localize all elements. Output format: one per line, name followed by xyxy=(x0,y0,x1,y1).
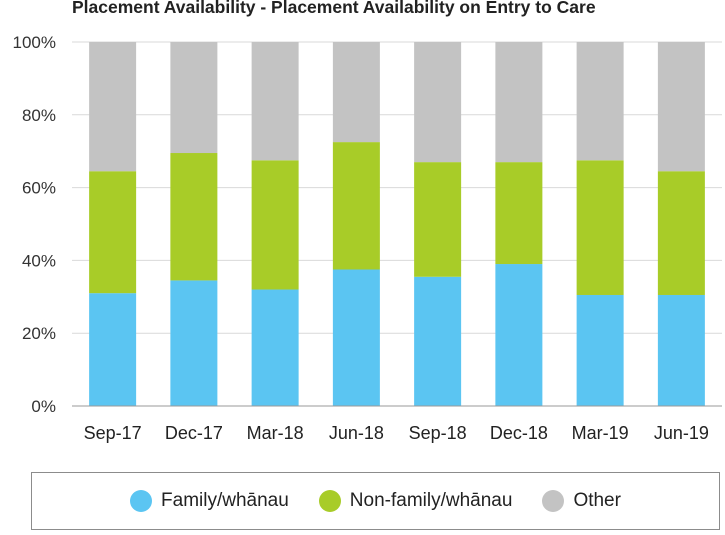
bar-other-mar-19 xyxy=(576,42,624,161)
legend-swatch-family xyxy=(130,490,153,512)
bar-other-sep-17 xyxy=(89,42,137,172)
bar-non-family-sep-17 xyxy=(89,171,137,294)
bar-non-family-jun-18 xyxy=(332,142,380,270)
bar-family-jun-18 xyxy=(332,269,380,406)
y-tick-label: 0% xyxy=(31,397,56,416)
bar-series-group xyxy=(89,42,705,406)
bar-non-family-sep-18 xyxy=(414,162,462,277)
legend: Family/whānau Non-family/whānau Other xyxy=(31,472,720,530)
bar-family-mar-18 xyxy=(251,289,299,406)
bar-family-dec-17 xyxy=(170,280,218,406)
legend-item-other: Other xyxy=(542,490,621,512)
legend-label-family: Family/whānau xyxy=(161,490,289,511)
bar-non-family-dec-17 xyxy=(170,153,218,281)
bar-other-sep-18 xyxy=(414,42,462,163)
bar-other-jun-18 xyxy=(332,42,380,143)
bar-family-mar-19 xyxy=(576,294,624,406)
x-tick-label: Sep-18 xyxy=(409,423,467,443)
y-tick-label: 100% xyxy=(13,33,56,52)
legend-swatch-other xyxy=(542,490,565,512)
bar-other-dec-17 xyxy=(170,42,218,154)
bar-family-jun-19 xyxy=(657,294,705,406)
bar-non-family-mar-19 xyxy=(576,160,624,295)
x-axis-ticks: Sep-17 Dec-17 Mar-18 Jun-18 Sep-18 Dec-18 Mar-… xyxy=(84,423,709,443)
bar-non-family-dec-18 xyxy=(495,162,543,265)
bar-family-dec-18 xyxy=(495,264,543,406)
x-tick-label: Dec-17 xyxy=(165,423,223,443)
legend-label-non-family: Non-family/whānau xyxy=(349,490,513,511)
y-tick-label: 80% xyxy=(22,106,56,125)
legend-item-non-family: Non-family/whānau xyxy=(318,490,513,512)
x-tick-label: Mar-19 xyxy=(572,423,629,443)
x-tick-label: Sep-17 xyxy=(84,423,142,443)
bar-non-family-jun-19 xyxy=(657,171,705,295)
bar-other-dec-18 xyxy=(495,42,543,163)
chart-title: Placement Availability - Placement Avail… xyxy=(72,0,596,17)
gridlines xyxy=(72,41,722,334)
x-tick-label: Mar-18 xyxy=(247,423,304,443)
x-tick-label: Jun-19 xyxy=(654,423,709,443)
x-tick-label: Dec-18 xyxy=(490,423,548,443)
y-tick-label: 60% xyxy=(22,179,56,198)
legend-label-other: Other xyxy=(573,490,621,511)
x-tick-label: Jun-18 xyxy=(329,423,384,443)
bar-family-sep-17 xyxy=(89,293,137,406)
bar-family-sep-18 xyxy=(414,276,462,406)
legend-item-family: Family/whānau xyxy=(130,490,289,512)
y-tick-label: 40% xyxy=(22,251,56,270)
y-axis-ticks: 0% 20% 40% 60% 80% 100% xyxy=(13,33,56,416)
stacked-bar-chart: 0% 20% 40% 60% 80% 100% Sep-17 Dec-17 Mar-18 Jun… xyxy=(13,33,722,443)
bar-non-family-mar-18 xyxy=(251,160,299,290)
y-tick-label: 20% xyxy=(22,324,56,343)
legend-swatch-non-family xyxy=(318,490,341,512)
bar-other-jun-19 xyxy=(657,42,705,172)
bar-other-mar-18 xyxy=(251,42,299,161)
